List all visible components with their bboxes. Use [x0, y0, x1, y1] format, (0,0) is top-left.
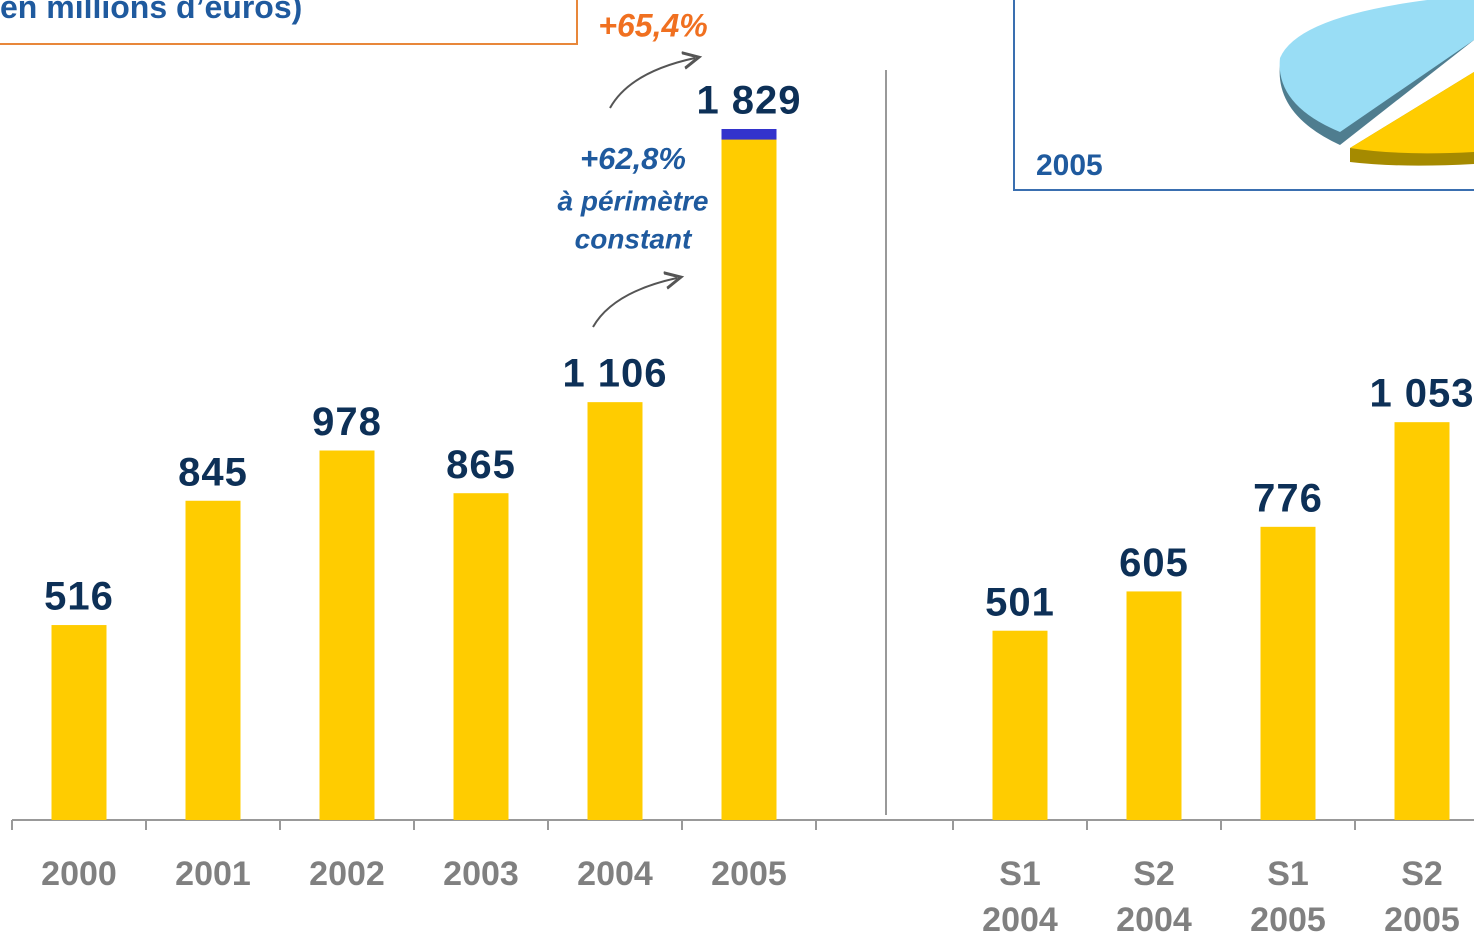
- arrow: [592, 278, 677, 328]
- x-tick-label: S2: [1401, 855, 1443, 893]
- value-label: 605: [1119, 541, 1189, 585]
- arrow: [609, 58, 695, 109]
- x-tick-label: 2001: [175, 855, 251, 893]
- value-label: 1 829: [696, 79, 801, 123]
- inset-label: 2005: [1036, 149, 1103, 182]
- value-label: 1 106: [562, 352, 667, 396]
- value-label: 978: [312, 400, 382, 444]
- x-tick-label: 2005: [1384, 901, 1460, 936]
- annotation: constant: [575, 223, 693, 254]
- scope-segment: [721, 129, 777, 140]
- x-tick-label: 2003: [443, 855, 519, 893]
- value-label: 776: [1253, 476, 1323, 520]
- x-tick-label: S1: [999, 855, 1041, 893]
- x-tick-label: S1: [1267, 855, 1309, 893]
- value-label: 516: [44, 575, 114, 619]
- bar: [1394, 422, 1450, 820]
- x-tick-label: 2005: [1250, 901, 1326, 936]
- value-label: 501: [985, 580, 1055, 624]
- annotation: +65,4%: [598, 7, 707, 43]
- bar: [453, 493, 509, 820]
- x-tick-label: 2004: [982, 901, 1058, 936]
- pie: [1279, 0, 1474, 166]
- x-tick-label: 2000: [41, 855, 117, 893]
- x-tick-label: 2005: [711, 855, 787, 893]
- annotation: à périmètre: [558, 185, 709, 216]
- x-tick-label: 2004: [1116, 901, 1192, 936]
- value-label: 1 053: [1369, 372, 1474, 416]
- x-tick-label: 2004: [577, 855, 653, 893]
- x-tick-label: 2002: [309, 855, 385, 893]
- bar: [1260, 526, 1316, 820]
- bar: [51, 625, 107, 820]
- bar: [1126, 591, 1182, 820]
- bar: [185, 500, 241, 820]
- bar: [319, 450, 375, 820]
- title: en millions d’euros): [0, 0, 302, 25]
- value-label: 845: [178, 450, 248, 494]
- value-label: 865: [446, 443, 516, 487]
- x-tick-label: S2: [1133, 855, 1175, 893]
- title-box: [0, 0, 578, 45]
- annotation: +62,8%: [580, 141, 686, 176]
- bar: [587, 402, 643, 820]
- bar: [721, 129, 777, 821]
- bar: [992, 630, 1048, 820]
